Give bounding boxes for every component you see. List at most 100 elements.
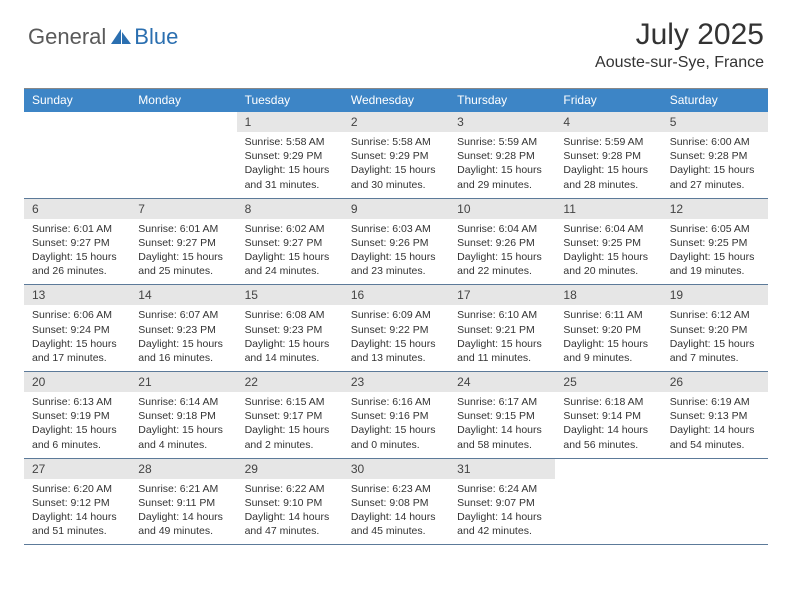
day-cell: 20Sunrise: 6:13 AMSunset: 9:19 PMDayligh… — [24, 372, 130, 458]
day-cell: 30Sunrise: 6:23 AMSunset: 9:08 PMDayligh… — [343, 459, 449, 545]
day-content: Sunrise: 6:22 AMSunset: 9:10 PMDaylight:… — [237, 479, 343, 545]
day-content: Sunrise: 6:06 AMSunset: 9:24 PMDaylight:… — [24, 305, 130, 371]
day-content: Sunrise: 6:19 AMSunset: 9:13 PMDaylight:… — [662, 392, 768, 458]
day-number: 2 — [343, 112, 449, 132]
day-content: Sunrise: 6:04 AMSunset: 9:26 PMDaylight:… — [449, 219, 555, 285]
month-title: July 2025 — [595, 18, 764, 52]
logo: General Blue — [28, 24, 178, 50]
day-header-cell: Tuesday — [237, 89, 343, 112]
day-content: Sunrise: 5:59 AMSunset: 9:28 PMDaylight:… — [555, 132, 661, 198]
day-cell: 21Sunrise: 6:14 AMSunset: 9:18 PMDayligh… — [130, 372, 236, 458]
day-content: Sunrise: 6:20 AMSunset: 9:12 PMDaylight:… — [24, 479, 130, 545]
day-content: Sunrise: 6:14 AMSunset: 9:18 PMDaylight:… — [130, 392, 236, 458]
day-number: 21 — [130, 372, 236, 392]
day-cell: 28Sunrise: 6:21 AMSunset: 9:11 PMDayligh… — [130, 459, 236, 545]
day-number: 28 — [130, 459, 236, 479]
day-number — [555, 459, 661, 479]
day-number: 26 — [662, 372, 768, 392]
day-number — [130, 112, 236, 132]
day-cell: 25Sunrise: 6:18 AMSunset: 9:14 PMDayligh… — [555, 372, 661, 458]
day-content: Sunrise: 6:09 AMSunset: 9:22 PMDaylight:… — [343, 305, 449, 371]
day-content: Sunrise: 6:15 AMSunset: 9:17 PMDaylight:… — [237, 392, 343, 458]
day-number: 14 — [130, 285, 236, 305]
day-number: 15 — [237, 285, 343, 305]
day-cell: 2Sunrise: 5:58 AMSunset: 9:29 PMDaylight… — [343, 112, 449, 198]
day-cell — [130, 112, 236, 198]
day-number: 30 — [343, 459, 449, 479]
day-cell: 15Sunrise: 6:08 AMSunset: 9:23 PMDayligh… — [237, 285, 343, 371]
day-cell: 19Sunrise: 6:12 AMSunset: 9:20 PMDayligh… — [662, 285, 768, 371]
day-cell: 6Sunrise: 6:01 AMSunset: 9:27 PMDaylight… — [24, 199, 130, 285]
day-number: 1 — [237, 112, 343, 132]
day-content: Sunrise: 6:13 AMSunset: 9:19 PMDaylight:… — [24, 392, 130, 458]
day-header-cell: Sunday — [24, 89, 130, 112]
day-content: Sunrise: 6:18 AMSunset: 9:14 PMDaylight:… — [555, 392, 661, 458]
day-content: Sunrise: 6:01 AMSunset: 9:27 PMDaylight:… — [130, 219, 236, 285]
day-cell — [24, 112, 130, 198]
day-cell: 29Sunrise: 6:22 AMSunset: 9:10 PMDayligh… — [237, 459, 343, 545]
day-number: 27 — [24, 459, 130, 479]
day-content: Sunrise: 6:07 AMSunset: 9:23 PMDaylight:… — [130, 305, 236, 371]
day-header-row: SundayMondayTuesdayWednesdayThursdayFrid… — [24, 89, 768, 112]
day-header-cell: Saturday — [662, 89, 768, 112]
day-number: 7 — [130, 199, 236, 219]
day-number — [24, 112, 130, 132]
day-number: 9 — [343, 199, 449, 219]
week-row: 1Sunrise: 5:58 AMSunset: 9:29 PMDaylight… — [24, 112, 768, 199]
day-cell: 22Sunrise: 6:15 AMSunset: 9:17 PMDayligh… — [237, 372, 343, 458]
day-cell: 14Sunrise: 6:07 AMSunset: 9:23 PMDayligh… — [130, 285, 236, 371]
calendar-body: 1Sunrise: 5:58 AMSunset: 9:29 PMDaylight… — [24, 112, 768, 545]
day-content: Sunrise: 6:10 AMSunset: 9:21 PMDaylight:… — [449, 305, 555, 371]
day-cell: 10Sunrise: 6:04 AMSunset: 9:26 PMDayligh… — [449, 199, 555, 285]
day-content: Sunrise: 6:16 AMSunset: 9:16 PMDaylight:… — [343, 392, 449, 458]
day-number: 31 — [449, 459, 555, 479]
day-number — [662, 459, 768, 479]
day-number: 10 — [449, 199, 555, 219]
calendar: SundayMondayTuesdayWednesdayThursdayFrid… — [24, 88, 768, 545]
day-number: 4 — [555, 112, 661, 132]
day-content: Sunrise: 6:11 AMSunset: 9:20 PMDaylight:… — [555, 305, 661, 371]
day-number: 6 — [24, 199, 130, 219]
day-cell: 5Sunrise: 6:00 AMSunset: 9:28 PMDaylight… — [662, 112, 768, 198]
day-cell: 1Sunrise: 5:58 AMSunset: 9:29 PMDaylight… — [237, 112, 343, 198]
day-cell: 7Sunrise: 6:01 AMSunset: 9:27 PMDaylight… — [130, 199, 236, 285]
day-cell: 12Sunrise: 6:05 AMSunset: 9:25 PMDayligh… — [662, 199, 768, 285]
day-content: Sunrise: 6:08 AMSunset: 9:23 PMDaylight:… — [237, 305, 343, 371]
day-content: Sunrise: 6:05 AMSunset: 9:25 PMDaylight:… — [662, 219, 768, 285]
location: Aouste-sur-Sye, France — [595, 54, 764, 72]
day-cell: 8Sunrise: 6:02 AMSunset: 9:27 PMDaylight… — [237, 199, 343, 285]
day-content: Sunrise: 6:12 AMSunset: 9:20 PMDaylight:… — [662, 305, 768, 371]
day-cell: 9Sunrise: 6:03 AMSunset: 9:26 PMDaylight… — [343, 199, 449, 285]
day-number: 19 — [662, 285, 768, 305]
day-header-cell: Friday — [555, 89, 661, 112]
logo-text-general: General — [28, 24, 106, 50]
day-cell: 13Sunrise: 6:06 AMSunset: 9:24 PMDayligh… — [24, 285, 130, 371]
day-number: 13 — [24, 285, 130, 305]
day-number: 29 — [237, 459, 343, 479]
day-number: 18 — [555, 285, 661, 305]
day-cell: 17Sunrise: 6:10 AMSunset: 9:21 PMDayligh… — [449, 285, 555, 371]
day-number: 5 — [662, 112, 768, 132]
day-content: Sunrise: 6:02 AMSunset: 9:27 PMDaylight:… — [237, 219, 343, 285]
day-content: Sunrise: 5:59 AMSunset: 9:28 PMDaylight:… — [449, 132, 555, 198]
day-number: 20 — [24, 372, 130, 392]
day-number: 23 — [343, 372, 449, 392]
day-content: Sunrise: 6:01 AMSunset: 9:27 PMDaylight:… — [24, 219, 130, 285]
day-cell — [662, 459, 768, 545]
day-number: 8 — [237, 199, 343, 219]
day-content: Sunrise: 5:58 AMSunset: 9:29 PMDaylight:… — [343, 132, 449, 198]
logo-text-blue: Blue — [134, 24, 178, 50]
day-content: Sunrise: 6:24 AMSunset: 9:07 PMDaylight:… — [449, 479, 555, 545]
day-cell: 26Sunrise: 6:19 AMSunset: 9:13 PMDayligh… — [662, 372, 768, 458]
day-content: Sunrise: 6:21 AMSunset: 9:11 PMDaylight:… — [130, 479, 236, 545]
day-cell: 23Sunrise: 6:16 AMSunset: 9:16 PMDayligh… — [343, 372, 449, 458]
day-content: Sunrise: 6:23 AMSunset: 9:08 PMDaylight:… — [343, 479, 449, 545]
header: General Blue July 2025 Aouste-sur-Sye, F… — [0, 0, 792, 80]
day-number: 17 — [449, 285, 555, 305]
day-number: 11 — [555, 199, 661, 219]
day-content: Sunrise: 6:04 AMSunset: 9:25 PMDaylight:… — [555, 219, 661, 285]
day-number: 3 — [449, 112, 555, 132]
day-number: 24 — [449, 372, 555, 392]
day-cell: 4Sunrise: 5:59 AMSunset: 9:28 PMDaylight… — [555, 112, 661, 198]
day-content: Sunrise: 6:03 AMSunset: 9:26 PMDaylight:… — [343, 219, 449, 285]
